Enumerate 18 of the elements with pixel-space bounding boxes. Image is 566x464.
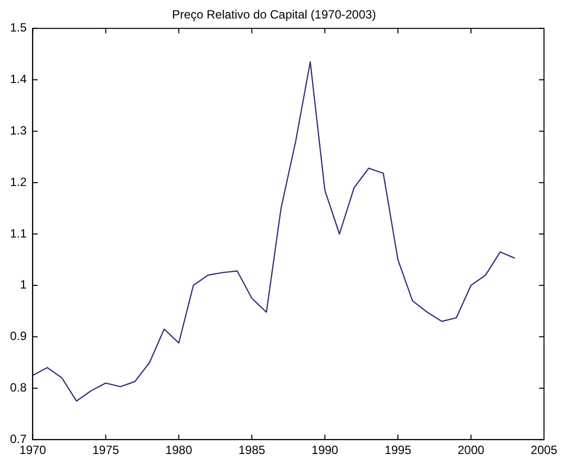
- x-tick-label: 1980: [165, 443, 192, 458]
- x-tick-label: 1985: [238, 443, 266, 458]
- x-tick-label: 1990: [312, 443, 339, 458]
- y-tick-label: 1.3: [10, 124, 27, 138]
- x-tick-label: 1995: [384, 443, 412, 458]
- y-tick-label: 1: [20, 278, 27, 292]
- x-tick-label: 2000: [458, 443, 485, 458]
- y-tick-label: 0.9: [10, 329, 27, 344]
- y-tick-label: 1.1: [10, 226, 27, 240]
- y-tick-label: 0.7: [10, 432, 27, 446]
- x-tick-label: 1975: [92, 443, 120, 458]
- y-tick-label: 1.2: [10, 174, 27, 189]
- y-tick-label: 0.8: [10, 380, 27, 395]
- x-tick-label: 2005: [530, 443, 558, 458]
- y-tick-label: 1.5: [10, 20, 27, 35]
- x-tick-label: 1970: [19, 443, 46, 458]
- chart-title: Preço Relativo do Capital (1970-2003): [172, 8, 376, 22]
- y-tick-label: 1.4: [10, 72, 27, 86]
